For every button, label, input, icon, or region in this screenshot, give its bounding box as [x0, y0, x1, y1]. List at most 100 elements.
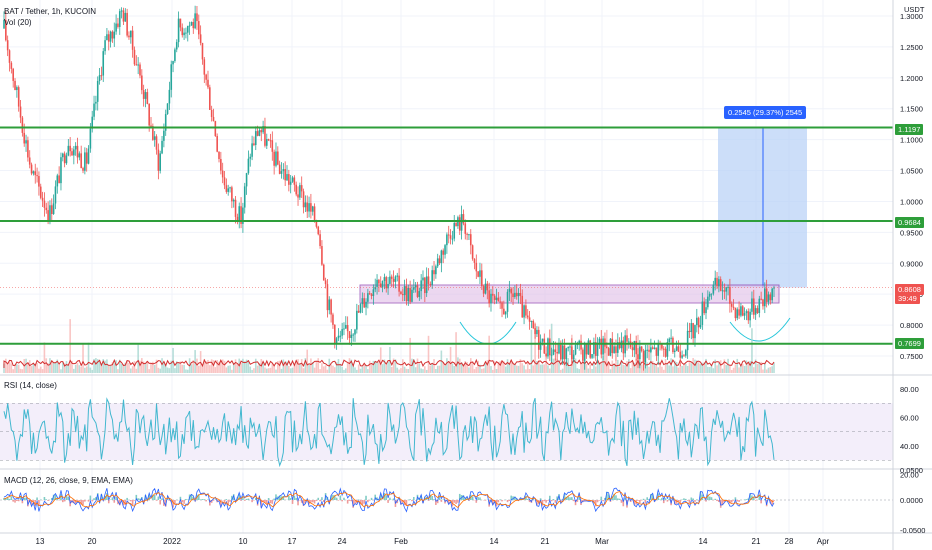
- candle-body: [223, 177, 226, 186]
- candle-body: [181, 27, 184, 36]
- candle-body: [571, 346, 573, 360]
- candle-body: [194, 13, 196, 29]
- macd-histogram-bar: [548, 495, 551, 500]
- volume-bar: [673, 360, 676, 373]
- macd-histogram-bar: [624, 497, 626, 500]
- macd-histogram-bar: [479, 497, 481, 500]
- volume-bar: [416, 358, 419, 373]
- macd-histogram-bar: [699, 491, 702, 500]
- candle-body: [225, 185, 228, 192]
- candle-body: [668, 338, 671, 342]
- volume-bar: [605, 329, 608, 373]
- candle-body: [21, 117, 24, 133]
- candle-body: [534, 328, 536, 335]
- volume-bar: [159, 368, 162, 373]
- candle-body: [240, 206, 242, 224]
- candle-body: [453, 223, 456, 239]
- volume-bar: [730, 369, 733, 373]
- candle-body: [23, 132, 26, 144]
- candle-body: [333, 324, 336, 344]
- candle-body: [482, 286, 485, 294]
- macd-histogram-bar: [585, 500, 588, 502]
- volume-bar: [541, 364, 544, 373]
- volume-bar: [356, 369, 358, 373]
- volume-bar: [403, 366, 406, 373]
- candle-body: [30, 164, 33, 174]
- candle-body: [78, 153, 81, 158]
- candle-body: [425, 276, 428, 294]
- macd-histogram-bar: [247, 498, 250, 500]
- volume-bar: [221, 359, 224, 373]
- candle-body: [646, 349, 648, 351]
- volume-bar: [628, 359, 630, 373]
- volume-bar: [374, 361, 377, 373]
- candle-body: [82, 168, 84, 171]
- macd-histogram-bar: [429, 494, 432, 500]
- candle-body: [501, 302, 503, 309]
- macd-histogram-bar: [352, 500, 354, 508]
- volume-bar: [565, 358, 568, 373]
- volume-bar: [422, 369, 424, 373]
- volume-bar: [203, 359, 206, 373]
- volume-bar: [183, 364, 185, 373]
- candle-body: [409, 287, 411, 302]
- macd-histogram-bar: [262, 500, 264, 502]
- macd-histogram-bar: [436, 500, 439, 504]
- candle-body: [302, 191, 305, 208]
- candle-body: [552, 349, 555, 355]
- candle-body: [462, 214, 465, 224]
- volume-bar: [333, 367, 336, 373]
- macd-histogram-bar: [668, 498, 671, 500]
- macd-histogram-bar: [749, 493, 751, 500]
- macd-histogram-bar: [773, 500, 775, 501]
- macd-histogram-bar: [153, 494, 156, 500]
- volume-bar: [707, 366, 709, 373]
- macd-histogram-bar: [622, 500, 625, 507]
- volume-bar: [106, 359, 108, 373]
- candle-body: [730, 303, 733, 307]
- macd-histogram-bar: [73, 500, 75, 504]
- macd-histogram-bar: [458, 493, 461, 500]
- volume-bar: [102, 359, 105, 373]
- macd-histogram-bar: [118, 500, 121, 506]
- level-tag-mid: 0.9684: [895, 217, 924, 228]
- volume-bar: [469, 358, 472, 373]
- macd-histogram-bar: [525, 495, 527, 500]
- candle-body: [438, 258, 441, 264]
- macd-histogram-bar: [234, 500, 237, 501]
- volume-bar: [181, 364, 184, 373]
- macd-histogram-bar: [747, 498, 750, 500]
- volume-bar: [598, 363, 601, 373]
- volume-bar: [407, 369, 410, 373]
- candle-body: [164, 114, 167, 131]
- volume-bar: [688, 362, 691, 373]
- candle-body: [525, 305, 527, 316]
- candle-body: [354, 329, 356, 335]
- volume-bar: [56, 359, 59, 373]
- candle-body: [328, 299, 331, 311]
- volume-bar: [758, 362, 761, 373]
- macd-histogram-bar: [714, 498, 716, 500]
- price-tick-label: 1.2000: [900, 74, 923, 83]
- macd-histogram-bar: [38, 500, 40, 506]
- volume-bar: [495, 368, 498, 373]
- macd-histogram-bar: [438, 496, 441, 500]
- volume-bar: [67, 365, 70, 373]
- macd-histogram-bar: [67, 496, 70, 500]
- volume-bar: [563, 363, 566, 373]
- volume-bar: [223, 360, 226, 373]
- volume-bar: [521, 363, 524, 373]
- macd-histogram-bar: [484, 500, 487, 501]
- candle-body: [359, 304, 362, 313]
- candle-body: [708, 293, 711, 297]
- macd-histogram-bar: [225, 499, 228, 500]
- candle-body: [725, 287, 728, 292]
- macd-histogram-bar: [10, 496, 13, 500]
- volume-bar: [458, 358, 461, 373]
- volume-bar: [293, 364, 296, 373]
- candle-body: [749, 311, 751, 321]
- volume-bar: [231, 369, 233, 373]
- candle-body: [642, 350, 645, 362]
- volume-bar: [164, 364, 167, 373]
